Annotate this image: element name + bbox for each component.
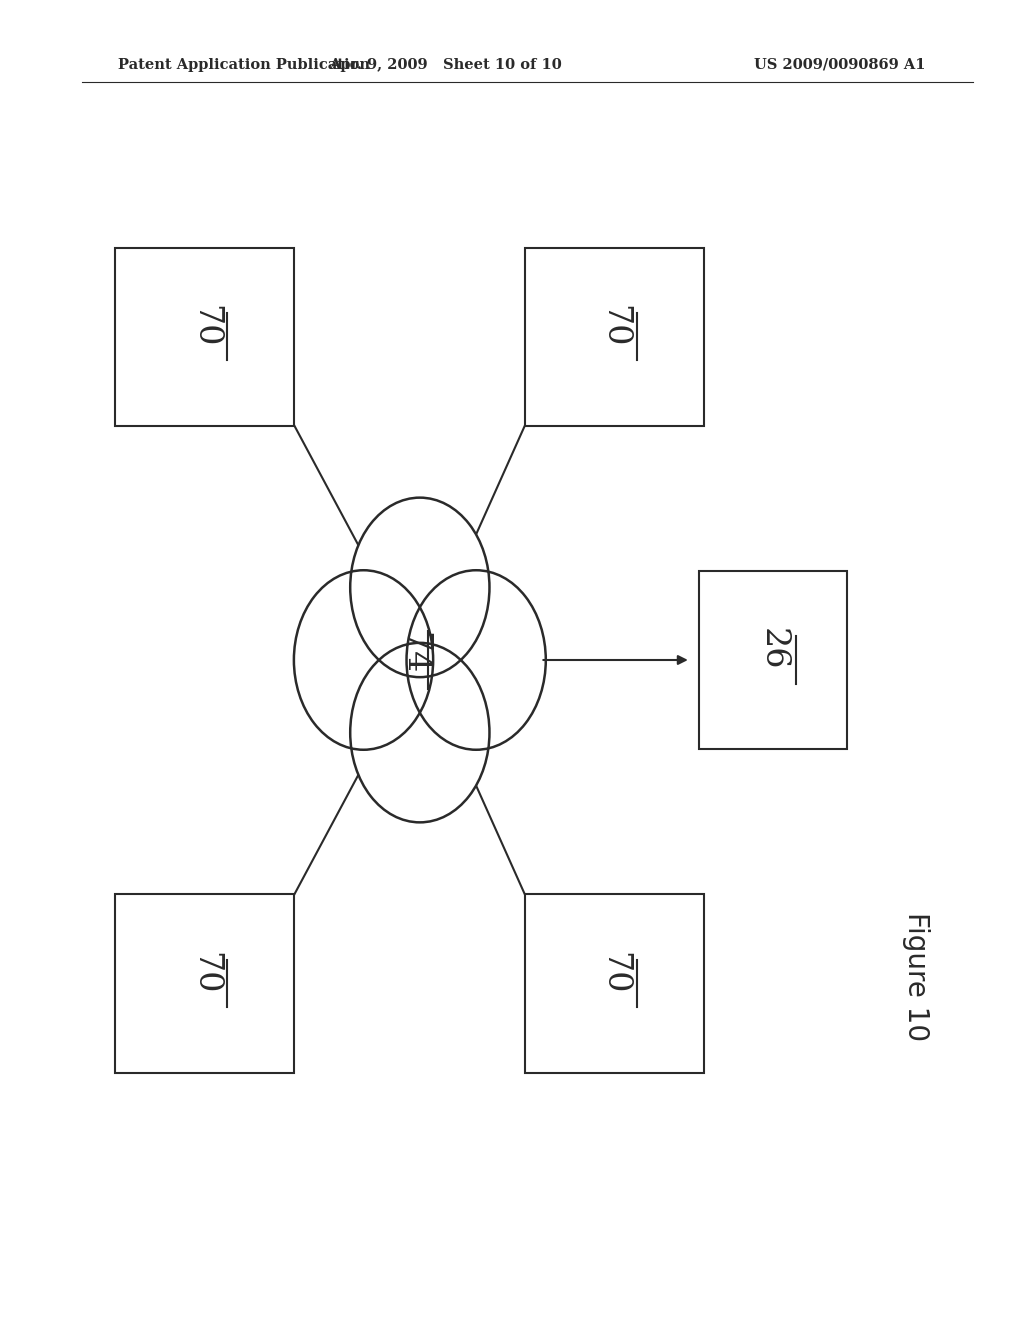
Bar: [116, 895, 295, 1072]
Bar: [116, 248, 295, 425]
Text: 70: 70: [598, 305, 631, 347]
Circle shape: [350, 498, 489, 677]
Circle shape: [350, 643, 489, 822]
Text: US 2009/0090869 A1: US 2009/0090869 A1: [754, 58, 926, 71]
Text: Figure 10: Figure 10: [902, 912, 931, 1041]
Bar: [524, 895, 705, 1072]
Circle shape: [294, 570, 433, 750]
Circle shape: [407, 570, 546, 750]
Text: 26: 26: [757, 628, 790, 671]
Text: Apr. 9, 2009   Sheet 10 of 10: Apr. 9, 2009 Sheet 10 of 10: [329, 58, 562, 71]
Bar: [698, 570, 848, 750]
Bar: [524, 248, 705, 425]
Text: 70: 70: [188, 952, 221, 994]
Text: 70: 70: [598, 952, 631, 994]
Text: 74: 74: [398, 632, 431, 675]
Text: 70: 70: [188, 305, 221, 347]
Text: Patent Application Publication: Patent Application Publication: [118, 58, 370, 71]
